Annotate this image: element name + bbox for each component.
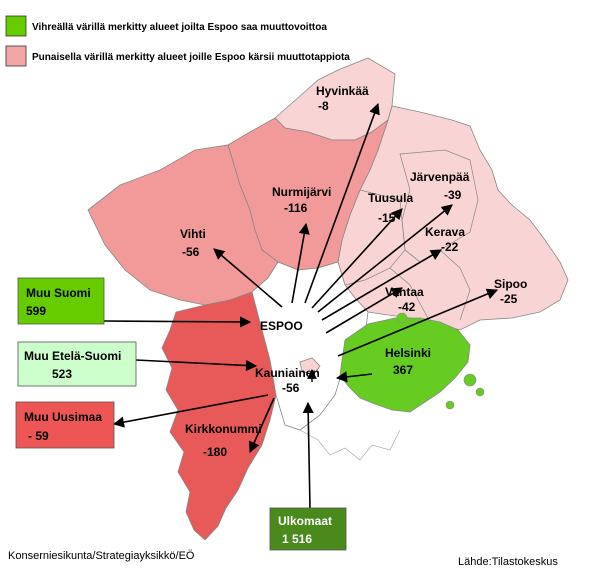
value-jarvenpaa: -39	[444, 188, 462, 202]
label-jarvenpaa: Järvenpää	[410, 170, 470, 184]
svg-text:Ulkomaat: Ulkomaat	[278, 514, 332, 528]
svg-text:Muu Suomi: Muu Suomi	[26, 286, 91, 300]
svg-text:- 59: - 59	[28, 429, 49, 443]
arrow-to-kerava	[321, 249, 442, 321]
arrow-from-ulkomaat	[302, 401, 314, 509]
svg-text:Muu Etelä-Suomi: Muu Etelä-Suomi	[24, 349, 121, 363]
arrow-from-muu-suomi	[103, 316, 252, 328]
label-sipoo: Sipoo	[494, 277, 527, 291]
label-vantaa: Vantaa	[385, 285, 424, 299]
box-muu-suomi: Muu Suomi 599	[17, 277, 105, 325]
label-tuusula: Tuusula	[368, 191, 413, 205]
arrow-from-muu-etela-suomi	[135, 359, 258, 372]
helsinki-island	[445, 400, 455, 410]
value-kauniainen: -56	[282, 381, 300, 395]
value-tuusula: -15	[378, 211, 396, 225]
box-muu-uusimaa: Muu Uusimaa - 59	[15, 401, 115, 449]
value-nurmijarvi: -116	[284, 201, 308, 215]
legend-loss-text: Punaisella värillä merkitty alueet joill…	[32, 52, 350, 63]
svg-text:523: 523	[52, 367, 72, 381]
value-vantaa: -42	[398, 300, 416, 314]
footer-right: Lähde:Tilastokeskus	[458, 556, 558, 568]
value-hyvinkaa: -8	[318, 99, 329, 113]
coast-line	[299, 429, 401, 461]
value-sipoo: -25	[500, 292, 518, 306]
label-kerava: Kerava	[425, 225, 465, 239]
arrow-from-helsinki	[335, 371, 373, 383]
box-muu-etela-suomi: Muu Etelä-Suomi 523	[17, 341, 137, 387]
arrow-to-vihti	[213, 248, 283, 308]
svg-text:Muu Uusimaa: Muu Uusimaa	[24, 410, 102, 424]
arrow-to-tuusula	[311, 208, 403, 309]
label-nurmijarvi: Nurmijärvi	[272, 185, 331, 199]
label-kirkkonummi: Kirkkonummi	[185, 422, 262, 436]
boundary-line	[404, 249, 471, 321]
svg-text:1 516: 1 516	[282, 532, 312, 546]
arrow-to-vantaa	[325, 287, 403, 334]
arrow-to-kirkkonummi	[248, 397, 275, 454]
legend-gain-swatch	[5, 15, 27, 37]
boundary-line	[344, 189, 406, 286]
region-hyvinkaa	[274, 57, 396, 141]
value-kirkkonummi: -180	[203, 445, 227, 459]
legend-gain-text: Vihreällä värillä merkitty alueet joilta…	[32, 22, 327, 33]
arrow-to-nurmijarvi	[291, 222, 310, 304]
helsinki-island	[463, 373, 477, 387]
arrow-to-sipoo	[337, 288, 499, 357]
value-kerava: -22	[441, 240, 459, 254]
svg-text:599: 599	[26, 304, 46, 318]
helsinki-island	[396, 312, 408, 324]
box-ulkomaat: Ulkomaat 1 516	[269, 507, 347, 551]
boundary-line	[389, 267, 431, 323]
value-vihti: -56	[182, 245, 200, 259]
arrow-to-hyvinkaa	[304, 102, 380, 304]
label-helsinki: Helsinki	[385, 346, 431, 360]
label-vihti: Vihti	[180, 227, 206, 241]
label-kauniainen: Kauniainen	[255, 366, 320, 380]
arrow-to-jarvenpaa	[317, 204, 453, 313]
helsinki-island	[475, 387, 485, 397]
footer-left: Konserniesikunta/Strategiayksikkö/EÖ	[8, 550, 195, 562]
value-helsinki: 367	[393, 363, 413, 377]
region-kirkkonummi	[161, 291, 277, 541]
arrow-to-muu-uusimaa	[112, 394, 269, 428]
label-hyvinkaa: Hyvinkää	[316, 84, 369, 98]
label-espoo: ESPOO	[260, 319, 303, 333]
legend-loss-swatch	[5, 45, 27, 67]
